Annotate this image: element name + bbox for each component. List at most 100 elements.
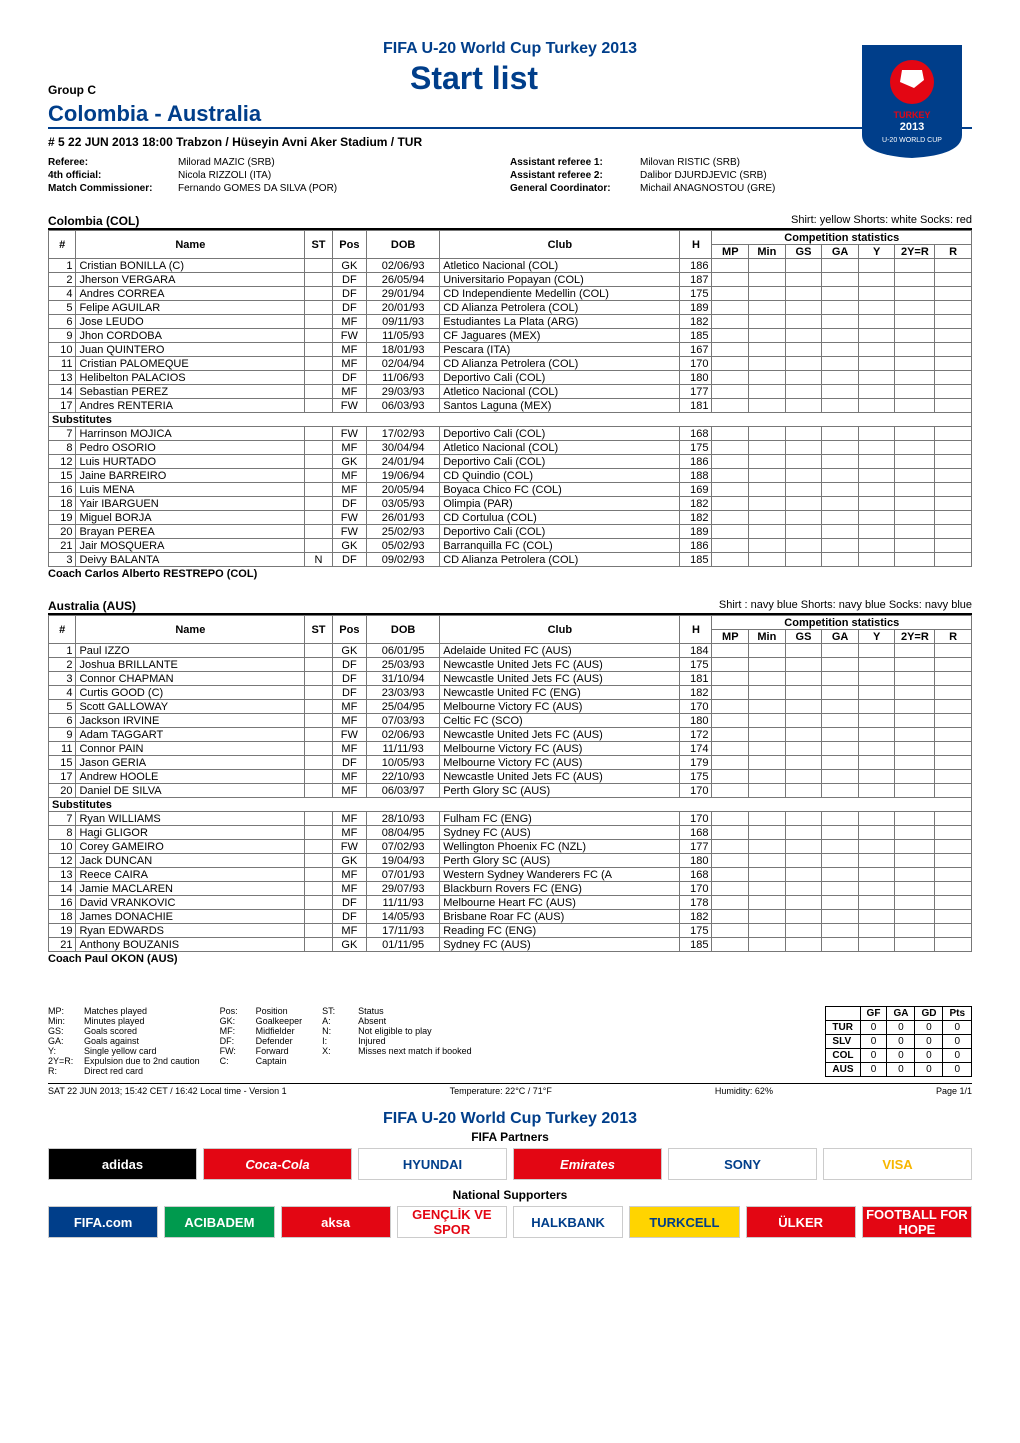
legend-col: MP:Matches playedMin:Minutes playedGS:Go…	[48, 1006, 200, 1077]
legend-abbr: 2Y=R:	[48, 1056, 84, 1066]
legend-desc: Midfielder	[256, 1026, 295, 1036]
footer-temp: Temperature: 22°C / 71°F	[450, 1086, 552, 1096]
sponsors-title: FIFA U-20 World Cup Turkey 2013	[48, 1110, 972, 1128]
standings-row: SLV0000	[826, 1035, 972, 1049]
svg-text:2013: 2013	[900, 121, 924, 133]
tournament-logo: TURKEY 2013 U-20 WORLD CUP	[852, 40, 972, 160]
team-name: Colombia (COL)	[48, 214, 139, 228]
svg-text:U-20 WORLD CUP: U-20 WORLD CUP	[882, 137, 942, 144]
player-row: 14Sebastian PEREZMF29/03/93Atletico Naci…	[49, 385, 972, 399]
standings-header: GA	[887, 1007, 915, 1021]
match-info: # 5 22 JUN 2013 18:00 Trabzon / Hüseyin …	[48, 135, 972, 149]
team-kit: Shirt : navy blue Shorts: navy blue Sock…	[719, 599, 972, 613]
player-row: 7Ryan WILLIAMSMF28/10/93Fulham FC (ENG)1…	[49, 812, 972, 826]
player-row: 16David VRANKOVICDF11/11/93Melbourne Hea…	[49, 896, 972, 910]
official-value: Milovan RISTIC (SRB)	[640, 157, 740, 168]
legend-abbr: ST:	[322, 1006, 358, 1016]
legend-desc: Not eligible to play	[358, 1026, 432, 1036]
sponsor-logo: GENÇLİK VE SPOR	[397, 1206, 507, 1238]
player-row: 11Cristian PALOMEQUEMF02/04/94CD Alianza…	[49, 357, 972, 371]
legend-abbr: A:	[322, 1016, 358, 1026]
sponsor-logo: ÜLKER	[746, 1206, 856, 1238]
legend-abbr: MP:	[48, 1006, 84, 1016]
player-row: 18James DONACHIEDF14/05/93Brisbane Roar …	[49, 910, 972, 924]
roster-table: #NameSTPosDOBClubHCompetition statistics…	[48, 615, 972, 952]
legend-abbr: MF:	[220, 1026, 256, 1036]
player-row: 7Harrinson MOJICAFW17/02/93Deportivo Cal…	[49, 427, 972, 441]
player-row: 3Deivy BALANTANDF09/02/93CD Alianza Petr…	[49, 553, 972, 567]
player-row: 19Ryan EDWARDSMF17/11/93Reading FC (ENG)…	[49, 924, 972, 938]
legend-desc: Status	[358, 1006, 384, 1016]
player-row: 2Joshua BRILLANTEDF25/03/93Newcastle Uni…	[49, 658, 972, 672]
player-row: 9Adam TAGGARTFW02/06/93Newcastle United …	[49, 728, 972, 742]
player-row: 5Felipe AGUILARDF20/01/93CD Alianza Petr…	[49, 301, 972, 315]
player-row: 11Connor PAINMF11/11/93Melbourne Victory…	[49, 742, 972, 756]
legend-abbr: Pos:	[220, 1006, 256, 1016]
player-row: 6Jackson IRVINEMF07/03/93Celtic FC (SCO)…	[49, 714, 972, 728]
officials-block: Referee:Milorad MAZIC (SRB)4th official:…	[48, 157, 972, 196]
player-row: 17Andres RENTERIAFW06/03/93Santos Laguna…	[49, 399, 972, 413]
standings-header: Pts	[943, 1007, 972, 1021]
coach-row: Coach Paul OKON (AUS)	[48, 952, 972, 966]
player-row: 12Jack DUNCANGK19/04/93Perth Glory SC (A…	[49, 854, 972, 868]
legend-abbr: Y:	[48, 1046, 84, 1056]
player-row: 1Cristian BONILLA (C)GK02/06/93Atletico …	[49, 259, 972, 273]
sponsor-logo: ACIBADEM	[164, 1206, 274, 1238]
player-row: 4Curtis GOOD (C)DF23/03/93Newcastle Unit…	[49, 686, 972, 700]
player-row: 13Reece CAIRAMF07/01/93Western Sydney Wa…	[49, 868, 972, 882]
player-row: 6Jose LEUDOMF09/11/93Estudiantes La Plat…	[49, 315, 972, 329]
team-kit: Shirt: yellow Shorts: white Socks: red	[791, 214, 972, 228]
player-row: 10Juan QUINTEROMF18/01/93Pescara (ITA)16…	[49, 343, 972, 357]
player-row: 19Miguel BORJAFW26/01/93CD Cortulua (COL…	[49, 511, 972, 525]
player-row: 8Pedro OSORIOMF30/04/94Atletico Nacional…	[49, 441, 972, 455]
substitutes-row: Substitutes	[49, 798, 972, 812]
legend-abbr: R:	[48, 1066, 84, 1076]
team-header: Colombia (COL) Shirt: yellow Shorts: whit…	[48, 214, 972, 230]
standings-row: COL0000	[826, 1049, 972, 1063]
sponsor-logo: aksa	[281, 1206, 391, 1238]
official-value: Dalibor DJURDJEVIC (SRB)	[640, 170, 767, 181]
sponsor-logo: HYUNDAI	[358, 1148, 507, 1180]
legend-desc: Direct red card	[84, 1066, 143, 1076]
player-row: 3Connor CHAPMANDF31/10/94Newcastle Unite…	[49, 672, 972, 686]
player-row: 9Jhon CORDOBAFW11/05/93CF Jaguares (MEX)…	[49, 329, 972, 343]
legend-abbr: DF:	[220, 1036, 256, 1046]
legend-desc: Absent	[358, 1016, 386, 1026]
official-label: 4th official:	[48, 170, 178, 181]
player-row: 14Jamie MACLARENMF29/07/93Blackburn Rove…	[49, 882, 972, 896]
legend-abbr: GK:	[220, 1016, 256, 1026]
sponsor-logo: FOOTBALL FOR HOPE	[862, 1206, 972, 1238]
official-value: Fernando GOMES DA SILVA (POR)	[178, 183, 337, 194]
event-title: FIFA U-20 World Cup Turkey 2013	[48, 40, 972, 58]
sponsor-logo: TURKCELL	[629, 1206, 739, 1238]
legend-desc: Injured	[358, 1036, 386, 1046]
official-label: Match Commissioner:	[48, 183, 178, 194]
sponsor-logo: VISA	[823, 1148, 972, 1180]
legend-abbr: Min:	[48, 1016, 84, 1026]
legend-section: MP:Matches playedMin:Minutes playedGS:Go…	[48, 1006, 972, 1077]
legend-desc: Minutes played	[84, 1016, 145, 1026]
player-row: 5Scott GALLOWAYMF25/04/95Melbourne Victo…	[49, 700, 972, 714]
legend-abbr: X:	[322, 1046, 358, 1056]
sponsor-logo: HALKBANK	[513, 1206, 623, 1238]
group-label: Group C	[48, 83, 96, 97]
sponsors-block: FIFA U-20 World Cup Turkey 2013 FIFA Par…	[48, 1110, 972, 1238]
legend-desc: Single yellow card	[84, 1046, 157, 1056]
standings-header: GF	[860, 1007, 887, 1021]
legend-abbr: GS:	[48, 1026, 84, 1036]
sponsor-logo: SONY	[668, 1148, 817, 1180]
legend-abbr: I:	[322, 1036, 358, 1046]
player-row: 17Andrew HOOLEMF22/10/93Newcastle United…	[49, 770, 972, 784]
player-row: 2Jherson VERGARADF26/05/94Universitario …	[49, 273, 972, 287]
sponsor-logo: adidas	[48, 1148, 197, 1180]
legend-abbr: N:	[322, 1026, 358, 1036]
player-row: 21Jair MOSQUERAGK05/02/93Barranquilla FC…	[49, 539, 972, 553]
legend-desc: Position	[256, 1006, 288, 1016]
legend-desc: Matches played	[84, 1006, 147, 1016]
page-title: Start list	[96, 60, 852, 97]
player-row: 20Daniel DE SILVAMF06/03/97Perth Glory S…	[49, 784, 972, 798]
footer-version: SAT 22 JUN 2013; 15:42 CET / 16:42 Local…	[48, 1086, 287, 1096]
footer-page: Page 1/1	[936, 1086, 972, 1096]
official-value: Michail ANAGNOSTOU (GRE)	[640, 183, 775, 194]
legend-desc: Defender	[256, 1036, 293, 1046]
